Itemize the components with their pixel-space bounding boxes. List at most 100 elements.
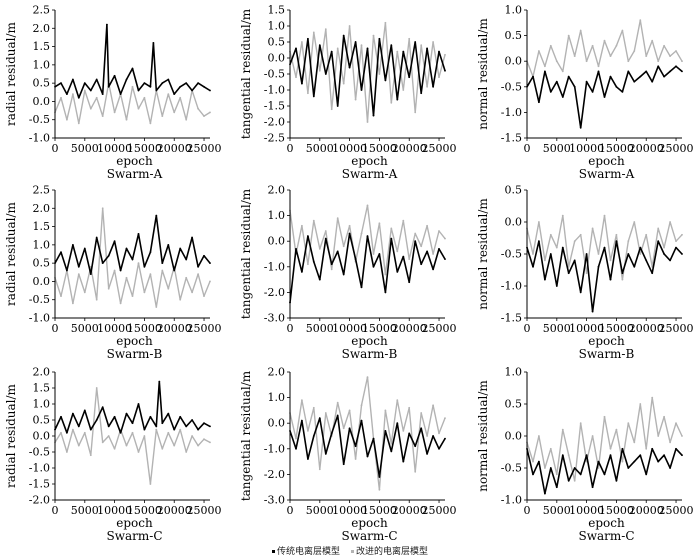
data-point-improved — [396, 399, 399, 402]
data-point-improved — [125, 444, 128, 447]
data-point-traditional — [330, 263, 333, 266]
data-point-traditional — [567, 479, 570, 482]
y-tick-label: 0.0 — [33, 430, 51, 443]
data-point-improved — [191, 291, 194, 294]
data-point-traditional — [119, 269, 122, 272]
data-point-traditional — [324, 73, 327, 75]
data-point-traditional — [77, 96, 80, 99]
series-traditional — [526, 65, 683, 129]
data-point-improved — [89, 454, 92, 457]
data-point-traditional — [657, 460, 660, 463]
data-point-traditional — [354, 41, 357, 43]
y-tick-label: -3.0 — [264, 312, 285, 325]
data-point-improved — [681, 233, 683, 236]
series-line-traditional — [54, 214, 211, 275]
data-point-improved — [603, 415, 606, 418]
data-point-traditional — [372, 437, 375, 440]
data-point-improved — [125, 276, 128, 279]
data-point-traditional — [330, 432, 333, 435]
x-tick-label: 0 — [287, 322, 294, 335]
y-tick-label: -1.0 — [264, 260, 285, 273]
data-point-traditional — [567, 272, 570, 275]
data-point-improved — [408, 258, 411, 260]
x-tick-label: 20000 — [392, 322, 427, 335]
data-point-improved — [675, 422, 677, 425]
data-point-traditional — [60, 415, 62, 418]
data-point-improved — [538, 50, 540, 52]
data-point-traditional — [681, 253, 683, 255]
data-point-improved — [354, 98, 357, 101]
panel-caption: Swarm-B — [342, 347, 398, 361]
data-point-improved — [167, 93, 170, 95]
data-point-traditional — [597, 70, 600, 73]
data-point-improved — [197, 107, 200, 110]
x-tick-label: 15000 — [599, 504, 634, 517]
series-improved — [526, 19, 683, 78]
data-point-improved — [651, 39, 654, 42]
data-point-traditional — [295, 47, 297, 50]
data-point-improved — [378, 73, 381, 75]
data-point-traditional — [336, 414, 339, 417]
data-point-traditional — [420, 263, 423, 266]
data-point-traditional — [72, 244, 74, 246]
series-improved — [526, 396, 683, 482]
data-point-improved — [143, 291, 146, 294]
data-point-traditional — [179, 247, 182, 250]
x-tick-label: 20000 — [629, 504, 664, 517]
data-point-improved — [645, 55, 648, 57]
data-point-improved — [544, 65, 546, 68]
data-point-traditional — [342, 34, 345, 37]
data-point-improved — [432, 41, 434, 43]
panel-caption: Swarm-C — [579, 529, 635, 543]
data-point-traditional — [645, 70, 648, 73]
data-point-improved — [675, 50, 677, 52]
data-point-traditional — [639, 75, 642, 78]
data-point-improved — [342, 82, 345, 85]
data-point-traditional — [549, 467, 552, 469]
y-tick-label: 2.0 — [33, 366, 51, 379]
x-axis-label: epoch — [351, 334, 388, 348]
data-point-improved — [567, 265, 570, 268]
data-point-traditional — [651, 447, 654, 450]
data-point-improved — [579, 233, 582, 236]
data-point-traditional — [675, 447, 677, 450]
data-point-improved — [597, 467, 600, 469]
data-point-traditional — [651, 272, 654, 275]
data-point-improved — [149, 122, 152, 125]
data-point-improved — [681, 60, 683, 63]
x-tick-label: 25000 — [422, 504, 457, 517]
data-point-traditional — [318, 417, 321, 419]
data-point-improved — [639, 253, 642, 255]
data-point-improved — [203, 295, 205, 297]
data-point-traditional — [378, 476, 381, 478]
data-point-traditional — [444, 69, 446, 72]
data-point-improved — [579, 29, 582, 32]
data-point-improved — [384, 21, 387, 24]
data-point-improved — [384, 409, 387, 412]
legend-label-improved: 改进的电离层模型 — [355, 547, 428, 557]
data-point-traditional — [567, 75, 570, 78]
data-point-improved — [307, 430, 309, 432]
data-point-improved — [366, 204, 369, 207]
data-point-improved — [372, 34, 375, 37]
data-point-improved — [402, 430, 405, 432]
x-tick-label: 15000 — [362, 322, 397, 335]
data-point-improved — [203, 115, 205, 117]
data-point-traditional — [408, 432, 411, 435]
data-point-improved — [549, 44, 552, 47]
data-point-traditional — [312, 95, 315, 98]
data-point-improved — [143, 435, 146, 437]
data-point-improved — [402, 89, 405, 91]
data-point-improved — [621, 278, 624, 281]
data-point-traditional — [579, 473, 582, 476]
chart-panel-2: -2.5 -2.0 -1.5 -1.0 -0.5 0.0 0.5 1.0 1.5 0 5000100… — [239, 4, 457, 182]
data-point-traditional — [191, 236, 194, 239]
data-point-improved — [573, 240, 576, 243]
data-point-traditional — [432, 268, 434, 271]
data-point-traditional — [561, 246, 564, 249]
x-tick-label: 10000 — [332, 504, 367, 517]
data-point-traditional — [579, 126, 582, 129]
data-point-traditional — [603, 96, 606, 98]
data-point-improved — [101, 207, 104, 210]
data-point-improved — [663, 246, 665, 249]
